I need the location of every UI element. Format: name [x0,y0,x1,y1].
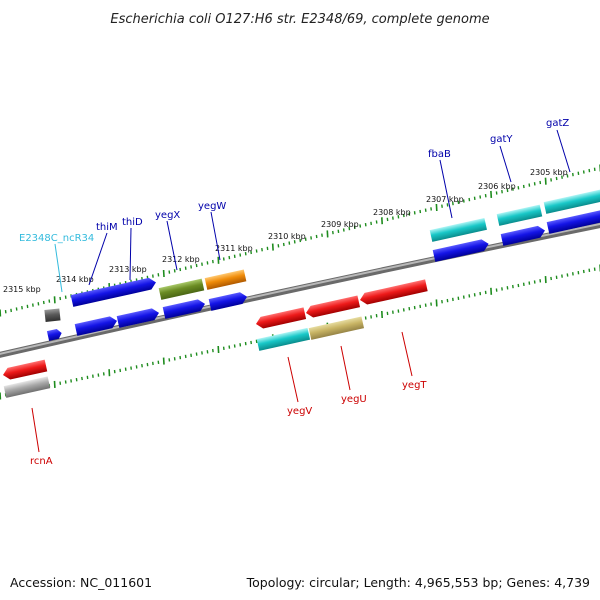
tick-label: 2305 kbp [530,168,568,177]
tick-label: 2313 kbp [109,265,147,274]
gene-arrow-yegT[interactable] [359,279,428,305]
gene-arrow-yegW-cds[interactable] [208,291,249,311]
gene-label-gatZ[interactable]: gatZ [546,118,569,129]
gene-label-yegW[interactable]: yegW [198,201,226,212]
feature-track-upper [44,186,600,322]
map-title: Escherichia coli O127:H6 str. E2348/69, … [110,12,489,27]
tick-label: 2312 kbp [162,255,200,264]
gene-arrow-thiD-cds[interactable] [116,307,161,328]
gene-arrow-yegX-cds[interactable] [162,298,207,319]
gene-label-yegV[interactable]: yegV [287,406,312,417]
gene-label-thiD[interactable]: thiD [122,217,143,228]
gene-label-ncRNA[interactable]: E2348C_ncR34 [19,233,94,244]
gene-arrow-yegU-rna[interactable] [308,316,365,340]
gene-arrow-yegW[interactable] [204,269,247,290]
gene-arrow-yegV-rna[interactable] [256,327,311,351]
gene-arrow-rcnA-rna[interactable] [3,376,51,398]
gene-arrow-gatY-cds[interactable] [500,225,547,246]
gene-arrow-thiM-cds[interactable] [74,315,119,336]
gene-label-gatY[interactable]: gatY [490,134,513,145]
gene-arrow-thiM[interactable] [70,277,158,307]
feature-track-lower [2,279,428,398]
tick-label: 2310 kbp [268,232,306,241]
gene-arrow-yegX[interactable] [158,278,205,300]
accession-label: Accession: NC_011601 [10,575,153,590]
tick-label: 2311 kbp [215,244,253,253]
gene-arrow-fbaB[interactable] [429,218,487,242]
gene-label-rcnA[interactable]: rcnA [30,456,53,467]
tick-labels: 2315 kbp 2314 kbp 2313 kbp 2312 kbp 2311… [3,168,568,294]
gene-label-yegU[interactable]: yegU [341,394,367,405]
gene-label-fbaB[interactable]: fbaB [428,149,451,160]
genome-stats-label: Topology: circular; Length: 4,965,553 bp… [246,575,590,590]
gene-arrow-rcnA[interactable] [2,359,48,381]
tick-label: 2308 kbp [373,208,411,217]
gene-arrow-yegV[interactable] [255,307,307,330]
tick-label: 2309 kbp [321,220,359,229]
gene-arrow-fbaB-cds[interactable] [432,238,490,262]
gene-arrow-yegU[interactable] [305,295,361,318]
gene-labels: E2348C_ncR34 thiM thiD yegX yegW fbaB ga… [19,118,571,467]
gene-arrow[interactable] [46,328,63,341]
gene-arrow-gatY[interactable] [496,204,543,226]
tick-label: 2306 kbp [478,182,516,191]
gene-arrow-ncRNA[interactable] [44,308,61,322]
tick-label: 2315 kbp [3,285,41,294]
gene-label-thiM[interactable]: thiM [96,222,118,233]
gene-arrow-gatZ[interactable] [543,186,600,214]
tick-label: 2314 kbp [56,275,94,284]
tick-label: 2307 kbp [426,195,464,204]
gene-label-yegX[interactable]: yegX [155,210,180,221]
gene-label-yegT[interactable]: yegT [402,380,427,391]
